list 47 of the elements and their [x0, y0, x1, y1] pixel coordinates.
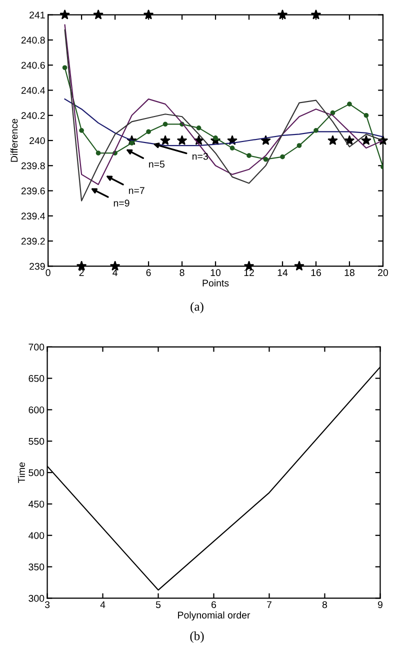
y-tick-label: 240.6	[21, 62, 45, 69]
x-tick-label: 14	[278, 269, 288, 276]
x-tick-label: 0	[46, 269, 50, 276]
y-tick-label: 550	[28, 438, 44, 445]
y-tick-label: 239	[30, 262, 45, 270]
x-tick-label: 6	[212, 601, 216, 608]
annotation: n=5	[149, 160, 165, 168]
y-axis-title: Time	[18, 462, 25, 483]
x-tick-label: 8	[180, 269, 184, 276]
x-tick-label: 7	[267, 601, 272, 608]
y-tick-label: 239.6	[21, 188, 45, 194]
x-tick-label: 16	[311, 269, 321, 276]
annotation: n=3	[192, 152, 208, 160]
y-tick-label: 239.8	[21, 162, 45, 170]
y-tick-label: 241	[30, 12, 45, 18]
text: (a)	[190, 302, 204, 314]
y-tick-label: 240.2	[21, 112, 45, 119]
y-tick-label: 240.4	[21, 86, 46, 94]
y-tick-label: 240.8	[21, 36, 45, 44]
y-axis-title: Difference	[10, 118, 18, 162]
y-tick-label: 240	[30, 137, 45, 144]
x-axis-title: Polynomial order	[178, 611, 250, 620]
annotation: n=9	[114, 200, 130, 207]
y-tick-label: 700	[28, 344, 44, 351]
x-axis-title: Points	[202, 279, 229, 287]
annotation: n=7	[128, 187, 144, 194]
y-tick-label: 450	[28, 500, 44, 508]
x-tick-label: 4	[112, 269, 118, 276]
y-tick-label: 600	[28, 406, 44, 414]
y-tick-label: 239.4	[21, 212, 46, 220]
y-tick-label: 400	[28, 532, 44, 539]
x-tick-label: 6	[146, 269, 151, 276]
y-tick-label: 300	[28, 594, 44, 602]
y-tick-label: 350	[28, 564, 44, 570]
x-tick-label: 4	[100, 601, 106, 608]
x-tick-label: 8	[322, 601, 328, 608]
y-tick-label: 239.2	[21, 238, 45, 245]
x-tick-label: 2	[79, 269, 84, 276]
y-tick-label: 650	[28, 375, 44, 382]
x-tick-label: 5	[156, 601, 161, 608]
x-tick-label: 20	[378, 269, 388, 276]
y-tick-label: 500	[28, 469, 44, 476]
x-tick-label: 3	[44, 601, 50, 608]
text: (b)	[190, 631, 204, 643]
x-tick-label: 18	[344, 269, 354, 276]
x-tick-label: 10	[210, 269, 221, 276]
x-tick-label: 9	[378, 601, 382, 608]
